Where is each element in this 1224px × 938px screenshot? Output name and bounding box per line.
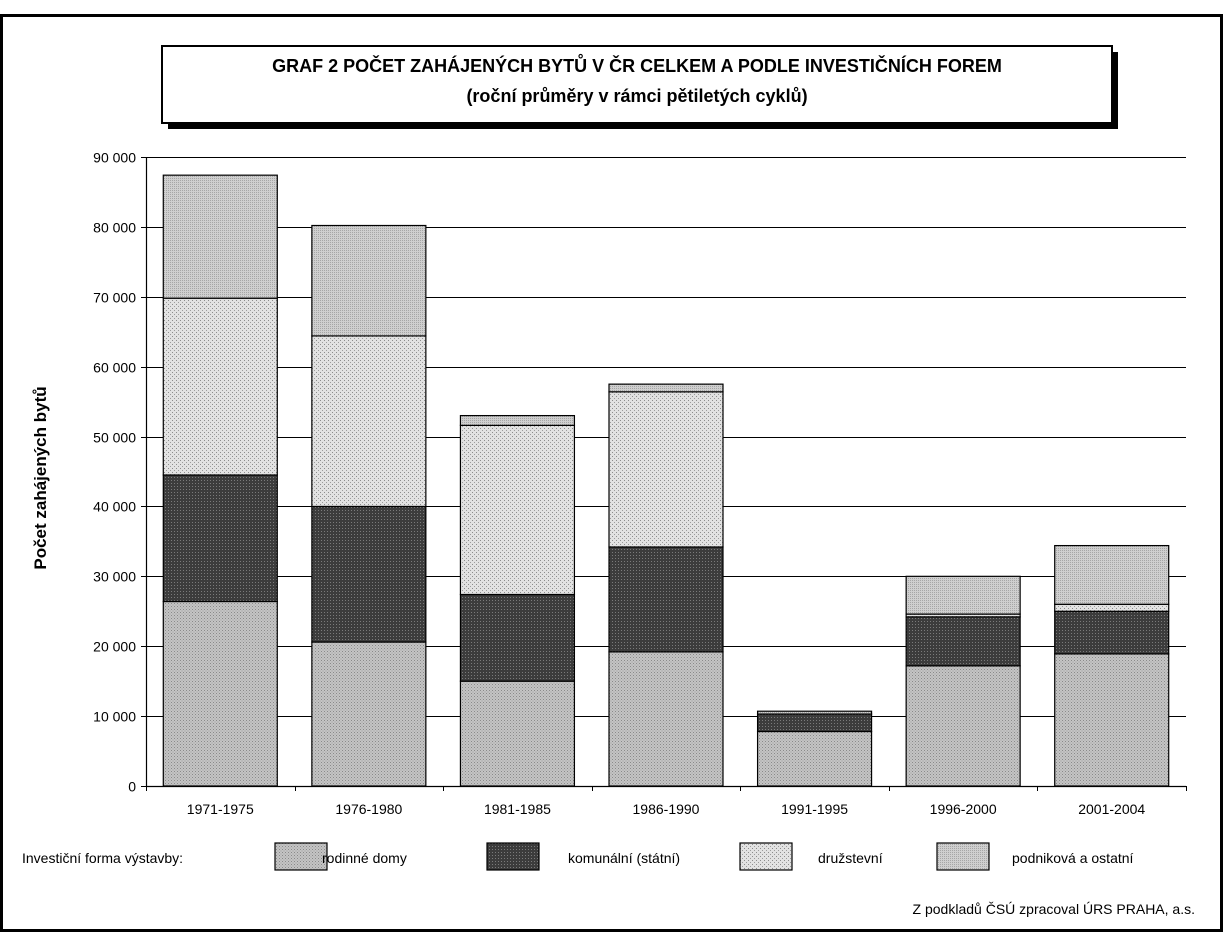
y-tick-label: 80 000: [93, 220, 136, 236]
legend-label: komunální (státní): [568, 850, 680, 866]
y-tick-label: 40 000: [93, 499, 136, 515]
bar-segment-3: [162, 297, 278, 476]
bar-segment-1: [311, 641, 427, 787]
bar-segment-4: [756, 710, 873, 715]
y-axis-label: Počet zahájených bytů: [31, 386, 50, 569]
bar-segment-4: [162, 174, 278, 299]
x-axis-ticks: 1971-1975 1976-1980 1981-1985 1986-1990 1991…: [146, 786, 1187, 817]
y-tick-label: 0: [128, 779, 136, 795]
bar-segment-3: [459, 424, 576, 596]
bar-segment-2: [162, 474, 278, 603]
legend: Investiční forma výstavby: rodinné domy k…: [22, 842, 1134, 871]
bar-segment-1: [608, 651, 724, 787]
legend-swatch: [739, 842, 793, 871]
legend-label: podniková a ostatní: [1012, 850, 1134, 866]
bar-segment-2: [311, 505, 427, 643]
chart-subtitle: (roční průměry v rámci pětiletých cyklů): [466, 86, 807, 106]
bar-segment-4: [459, 414, 576, 426]
legend-swatch: [274, 842, 328, 871]
legend-title: Investiční forma výstavby:: [22, 850, 183, 866]
legend-label: rodinné domy: [322, 850, 407, 866]
bar-segment-3: [311, 335, 427, 508]
y-tick-label: 90 000: [93, 150, 136, 166]
source-note: Z podkladů ČSÚ zpracoval ÚRS PRAHA, a.s.: [913, 901, 1195, 917]
bar-segment-2: [1054, 610, 1170, 655]
y-tick-label: 60 000: [93, 360, 136, 376]
chart-title: GRAF 2 POČET ZAHÁJENÝCH BYTŮ V ČR CELKEM…: [272, 54, 1002, 76]
axes: [145, 157, 1186, 788]
bar-segment-4: [905, 575, 1021, 615]
x-tick-label: 2001-2004: [1078, 801, 1145, 817]
bar-segment-2: [459, 593, 576, 682]
y-axis-ticks: 0 10 000 20 000 30 000 40 000 50 000 60 000 70 …: [93, 150, 146, 795]
y-tick-label: 50 000: [93, 430, 136, 446]
y-tick-label: 30 000: [93, 569, 136, 585]
y-tick-label: 70 000: [93, 290, 136, 306]
legend-swatch: [936, 842, 990, 871]
bar-segment-4: [608, 383, 724, 393]
x-tick-label: 1996-2000: [930, 801, 997, 817]
bar-segment-2: [608, 546, 724, 653]
bar-segment-2: [756, 713, 873, 733]
bar-segment-1: [459, 680, 576, 787]
x-tick-label: 1991-1995: [781, 801, 848, 817]
x-tick-label: 1986-1990: [633, 801, 700, 817]
bar-segment-4: [1054, 544, 1170, 605]
legend-label: družstevní: [818, 850, 883, 866]
bar-segment-2: [905, 616, 1021, 667]
bar-segment-3: [1054, 603, 1170, 612]
bar-segment-1: [905, 665, 1021, 787]
title-box: [161, 45, 1113, 124]
bar-segment-1: [1054, 653, 1170, 787]
bar-segment-1: [756, 730, 873, 787]
x-tick-label: 1971-1975: [187, 801, 254, 817]
legend-swatch: [486, 842, 540, 871]
bar-segment-4: [311, 224, 427, 337]
bar-segment-1: [162, 600, 278, 787]
x-tick-label: 1976-1980: [335, 801, 402, 817]
x-tick-label: 1981-1985: [484, 801, 551, 817]
y-tick-label: 10 000: [93, 709, 136, 725]
bar-segment-3: [608, 391, 724, 548]
y-tick-label: 20 000: [93, 639, 136, 655]
